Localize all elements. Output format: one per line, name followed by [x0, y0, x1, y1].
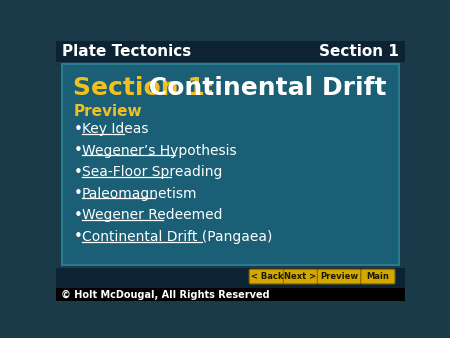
Text: •: • [73, 186, 82, 201]
Text: Preview: Preview [73, 104, 142, 119]
FancyBboxPatch shape [56, 288, 405, 301]
Text: Paleomagnetism: Paleomagnetism [82, 187, 197, 201]
Text: •: • [73, 230, 82, 244]
Text: Sea-Floor Spreading: Sea-Floor Spreading [82, 165, 222, 179]
Text: © Holt McDougal, All Rights Reserved: © Holt McDougal, All Rights Reserved [61, 290, 270, 300]
Text: Preview: Preview [320, 272, 358, 282]
Text: < Back: < Back [251, 272, 284, 282]
Text: •: • [73, 122, 82, 137]
FancyBboxPatch shape [317, 269, 361, 284]
Text: Continental Drift: Continental Drift [140, 76, 387, 100]
FancyBboxPatch shape [63, 64, 399, 265]
Text: Section 1:: Section 1: [73, 76, 215, 100]
Text: Key Ideas: Key Ideas [82, 122, 148, 136]
Text: •: • [73, 143, 82, 158]
Text: Wegener’s Hypothesis: Wegener’s Hypothesis [82, 144, 236, 158]
Text: Plate Tectonics: Plate Tectonics [63, 44, 192, 59]
Text: Section 1: Section 1 [319, 44, 399, 59]
Text: Next >: Next > [284, 272, 316, 282]
Text: •: • [73, 165, 82, 180]
FancyBboxPatch shape [361, 269, 395, 284]
FancyBboxPatch shape [56, 268, 405, 288]
Text: •: • [73, 208, 82, 223]
Text: Continental Drift (Pangaea): Continental Drift (Pangaea) [82, 230, 272, 244]
FancyBboxPatch shape [284, 269, 317, 284]
Text: Wegener Redeemed: Wegener Redeemed [82, 208, 222, 222]
FancyBboxPatch shape [249, 269, 285, 284]
FancyBboxPatch shape [56, 41, 405, 62]
Text: Main: Main [366, 272, 389, 282]
